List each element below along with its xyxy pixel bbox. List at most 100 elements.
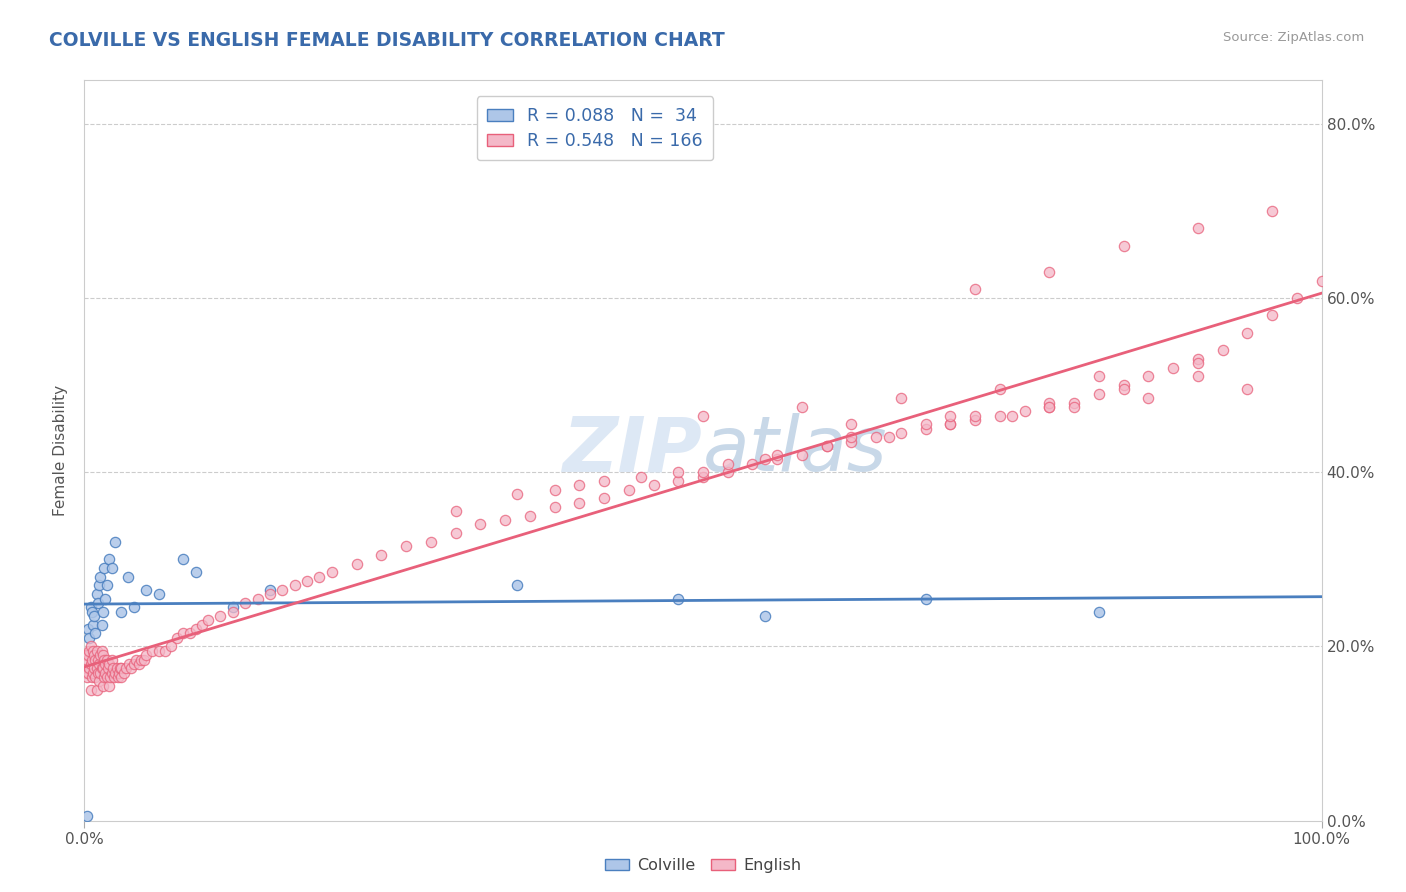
Point xyxy=(172,626,194,640)
Point xyxy=(141,644,163,658)
Point xyxy=(80,652,103,666)
Point xyxy=(865,430,887,444)
Point xyxy=(939,417,962,432)
Point xyxy=(1112,378,1135,392)
Point xyxy=(939,409,962,423)
Y-axis label: Female Disability: Female Disability xyxy=(53,384,69,516)
Point xyxy=(494,513,516,527)
Point xyxy=(184,566,207,580)
Point xyxy=(914,422,936,436)
Point xyxy=(118,657,141,671)
Point xyxy=(100,652,122,666)
Point xyxy=(568,478,591,492)
Point xyxy=(135,648,157,662)
Point xyxy=(717,465,740,479)
Point xyxy=(97,661,120,675)
Point xyxy=(110,661,132,675)
Point xyxy=(91,679,114,693)
Point xyxy=(370,548,392,562)
Point xyxy=(117,570,139,584)
Point xyxy=(1038,400,1060,414)
Point xyxy=(135,582,157,597)
Point xyxy=(79,657,101,671)
Point xyxy=(96,670,118,684)
Point xyxy=(89,657,111,671)
Point xyxy=(77,665,100,680)
Point xyxy=(1137,369,1160,384)
Legend: R = 0.088   N =  34, R = 0.548   N = 166: R = 0.088 N = 34, R = 0.548 N = 166 xyxy=(477,96,713,161)
Point xyxy=(98,679,121,693)
Point xyxy=(815,439,838,453)
Point xyxy=(1236,383,1258,397)
Point xyxy=(79,600,101,615)
Point xyxy=(80,670,103,684)
Point xyxy=(86,683,108,698)
Point xyxy=(128,657,150,671)
Point xyxy=(76,809,98,823)
Point xyxy=(666,591,689,606)
Point xyxy=(1261,309,1284,323)
Point xyxy=(79,683,101,698)
Point xyxy=(93,561,115,575)
Point xyxy=(666,474,689,488)
Point xyxy=(1137,391,1160,405)
Point xyxy=(1161,360,1184,375)
Point xyxy=(754,452,776,467)
Point xyxy=(395,539,418,553)
Legend: Colville, English: Colville, English xyxy=(599,852,807,880)
Point xyxy=(89,674,111,689)
Point xyxy=(96,652,118,666)
Point xyxy=(841,434,863,449)
Point xyxy=(104,665,127,680)
Point xyxy=(1088,605,1111,619)
Point xyxy=(100,561,122,575)
Point xyxy=(110,670,132,684)
Point xyxy=(965,282,987,296)
Point xyxy=(91,605,114,619)
Point xyxy=(86,661,108,675)
Point xyxy=(790,448,813,462)
Point xyxy=(84,670,107,684)
Point xyxy=(233,596,256,610)
Point xyxy=(79,631,101,645)
Point xyxy=(79,640,101,654)
Point xyxy=(90,661,112,675)
Point xyxy=(1187,351,1209,366)
Point xyxy=(965,413,987,427)
Point xyxy=(98,552,121,566)
Point xyxy=(790,400,813,414)
Point xyxy=(110,661,132,675)
Point xyxy=(148,587,170,601)
Point xyxy=(914,417,936,432)
Point xyxy=(179,626,201,640)
Point xyxy=(815,439,838,453)
Point xyxy=(1038,395,1060,409)
Point xyxy=(444,526,467,541)
Point xyxy=(741,457,763,471)
Point xyxy=(259,587,281,601)
Point xyxy=(259,582,281,597)
Point xyxy=(754,609,776,624)
Text: COLVILLE VS ENGLISH FEMALE DISABILITY CORRELATION CHART: COLVILLE VS ENGLISH FEMALE DISABILITY CO… xyxy=(49,31,725,50)
Point xyxy=(890,425,912,440)
Point xyxy=(148,644,170,658)
Point xyxy=(122,657,145,671)
Point xyxy=(91,648,114,662)
Point xyxy=(1261,203,1284,218)
Point xyxy=(965,409,987,423)
Point xyxy=(197,613,219,627)
Point xyxy=(104,535,127,549)
Point xyxy=(1088,369,1111,384)
Point xyxy=(129,652,152,666)
Text: atlas: atlas xyxy=(703,414,887,487)
Text: ZIP: ZIP xyxy=(564,414,703,487)
Point xyxy=(89,648,111,662)
Point xyxy=(94,665,117,680)
Point xyxy=(87,596,110,610)
Point xyxy=(988,409,1011,423)
Point xyxy=(1187,369,1209,384)
Point xyxy=(96,578,118,592)
Point xyxy=(125,652,148,666)
Point xyxy=(98,670,121,684)
Point xyxy=(346,557,368,571)
